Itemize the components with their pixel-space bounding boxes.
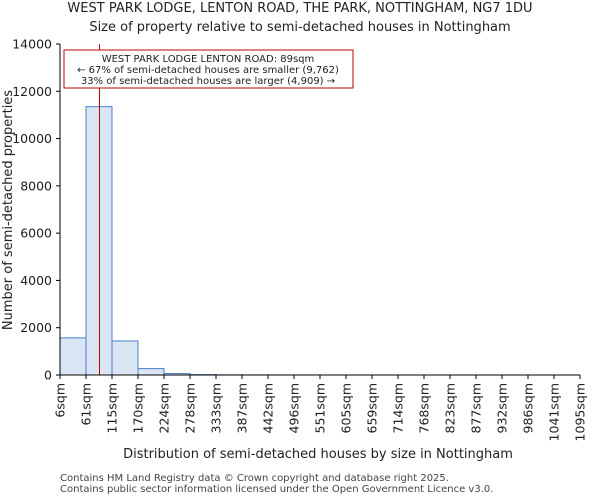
x-tick-label: 605sqm (339, 383, 354, 433)
x-tick-label: 333sqm (209, 383, 224, 433)
y-tick-label: 4000 (20, 273, 52, 288)
x-tick-label: 551sqm (313, 383, 328, 433)
chart-title-line-2: Size of property relative to semi-detach… (89, 20, 511, 35)
x-tick-label: 877sqm (469, 383, 484, 433)
histogram-chart: 0 2000 4000 6000 8000 10000 12000 14000 6sqm 61s… (1, 37, 588, 463)
x-tick-label: 659sqm (365, 383, 380, 433)
x-tick-label: 714sqm (391, 383, 406, 433)
x-tick-label: 278sqm (183, 383, 198, 433)
bar-6sqm (59, 337, 87, 376)
x-tick-label: 224sqm (157, 383, 172, 433)
x-tick-label: 61sqm (79, 383, 94, 426)
x-tick-label: 496sqm (287, 383, 302, 433)
x-tick-label: 387sqm (235, 383, 250, 433)
y-tick-label: 2000 (20, 320, 52, 335)
footer-copyright: Contains HM Land Registry data © Crown c… (60, 473, 449, 484)
x-tick-label: 1095sqm (573, 383, 588, 441)
annotation-line-1: WEST PARK LODGE LENTON ROAD: 89sqm (102, 54, 315, 65)
x-tick-label: 986sqm (521, 383, 536, 433)
x-tick-label: 768sqm (417, 383, 432, 433)
x-tick-label: 170sqm (131, 383, 146, 433)
annotation-line-2: ← 67% of semi-detached houses are smalle… (77, 65, 339, 76)
y-tick-label: 12000 (12, 84, 52, 99)
x-tick-label: 442sqm (261, 383, 276, 433)
annotation-line-3: 33% of semi-detached houses are larger (… (81, 76, 335, 87)
annotation-border (63, 49, 354, 89)
annotation-box: WEST PARK LODGE LENTON ROAD: 89sqm ← 67%… (63, 49, 354, 89)
y-axis-label: Number of semi-detached properties (1, 90, 16, 330)
x-tick-label: 823sqm (443, 383, 458, 433)
chart-title-line-1: WEST PARK LODGE, LENTON ROAD, THE PARK, … (67, 1, 533, 16)
y-tick-label: 10000 (12, 131, 52, 146)
y-tick-label: 8000 (20, 178, 52, 193)
bar-170sqm (137, 368, 165, 376)
x-tick-label: 115sqm (105, 383, 120, 433)
x-axis-label: Distribution of semi-detached houses by … (123, 447, 513, 462)
x-tick-label: 6sqm (53, 383, 68, 418)
x-tick-label: 932sqm (495, 383, 510, 433)
x-tick-label: 1041sqm (547, 383, 562, 441)
y-tick-label: 6000 (20, 226, 52, 241)
y-tick-label: 0 (44, 368, 52, 383)
bar-115sqm (111, 340, 139, 376)
footer-licence: Contains public sector information licen… (60, 484, 494, 495)
y-tick-label: 14000 (12, 37, 52, 52)
